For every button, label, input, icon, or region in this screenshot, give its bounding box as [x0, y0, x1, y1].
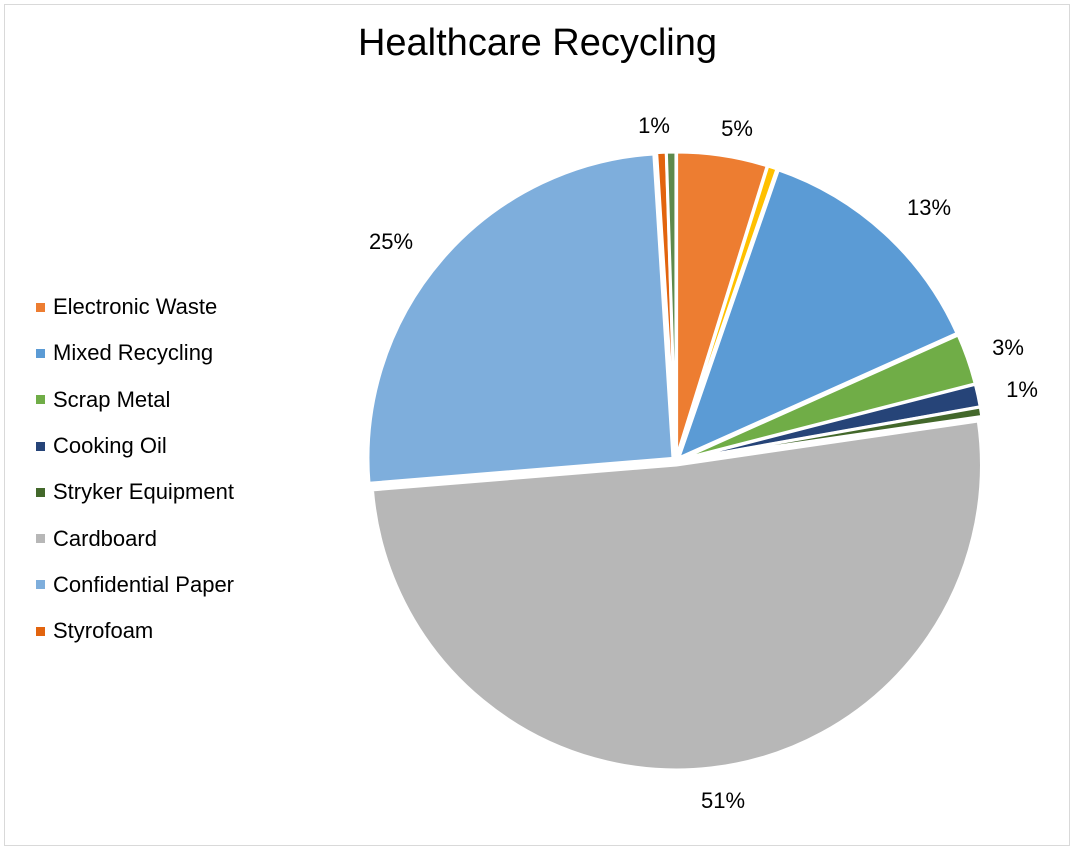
legend-swatch [36, 441, 45, 451]
legend-swatch [36, 348, 45, 358]
legend-item: Cardboard [36, 515, 234, 561]
legend-item: Stryker Equipment [36, 469, 234, 515]
legend-item: Cooking Oil [36, 423, 234, 469]
legend-swatch [36, 580, 45, 590]
legend-swatch [36, 534, 45, 544]
pie-data-label: 5% [721, 116, 753, 141]
legend-label: Stryker Equipment [53, 479, 234, 505]
legend-swatch [36, 487, 45, 497]
legend-swatch [36, 395, 45, 405]
legend-item: Styrofoam [36, 608, 234, 654]
pie-slice [370, 419, 983, 772]
pie-slice [675, 164, 779, 458]
pie-data-label: 1% [638, 113, 670, 138]
pie-slice [366, 152, 675, 485]
legend: Electronic Waste Mixed Recycling Scrap Met… [36, 284, 234, 654]
legend-label: Electronic Waste [53, 294, 218, 320]
pie-slice [676, 167, 960, 461]
legend-item: Mixed Recycling [36, 330, 234, 376]
chart-title: Healthcare Recycling [357, 22, 718, 64]
legend-item: Scrap Metal [36, 377, 234, 423]
legend-label: Scrap Metal [53, 386, 171, 412]
legend-label: Mixed Recycling [53, 340, 214, 366]
pie-data-label: 25% [369, 229, 413, 254]
pie-slice [664, 150, 678, 458]
legend-label: Cooking Oil [53, 433, 167, 459]
legend-item: Electronic Waste [36, 284, 234, 330]
pie-data-label: 13% [907, 195, 951, 220]
legend-label: Confidential Paper [53, 571, 235, 597]
legend-swatch [36, 626, 45, 636]
pie-slice [679, 405, 984, 462]
pie-data-label: 1% [1006, 377, 1038, 402]
pie-data-label: 3% [992, 335, 1024, 360]
pie-data-label: 51% [701, 788, 745, 813]
legend-label: Cardboard [53, 525, 157, 551]
legend-label: Styrofoam [53, 618, 154, 644]
legend-swatch [36, 302, 45, 312]
legend-item: Confidential Paper [36, 562, 234, 608]
